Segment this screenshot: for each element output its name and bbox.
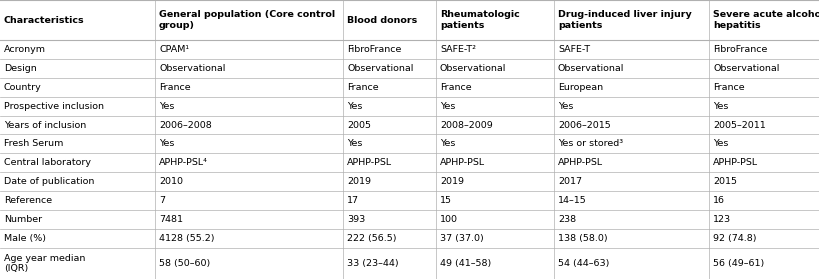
- Text: France: France: [159, 83, 191, 92]
- Text: SAFE-T²: SAFE-T²: [440, 45, 476, 54]
- Text: 7: 7: [159, 196, 165, 205]
- Text: 37 (37.0): 37 (37.0): [440, 234, 484, 243]
- Text: Yes: Yes: [347, 102, 362, 111]
- Text: Severe acute alcoholic
hepatitis: Severe acute alcoholic hepatitis: [713, 10, 819, 30]
- Text: Yes: Yes: [713, 102, 728, 111]
- Text: Rheumatologic
patients: Rheumatologic patients: [440, 10, 520, 30]
- Text: SAFE-T: SAFE-T: [558, 45, 590, 54]
- Text: Prospective inclusion: Prospective inclusion: [4, 102, 104, 111]
- Text: Yes: Yes: [159, 102, 174, 111]
- Text: Years of inclusion: Years of inclusion: [4, 121, 86, 129]
- Text: 2010: 2010: [159, 177, 183, 186]
- Text: Yes: Yes: [440, 102, 455, 111]
- Text: FibroFrance: FibroFrance: [713, 45, 767, 54]
- Text: Drug-induced liver injury
patients: Drug-induced liver injury patients: [558, 10, 692, 30]
- Text: Date of publication: Date of publication: [4, 177, 94, 186]
- Text: APHP-PSL: APHP-PSL: [713, 158, 758, 167]
- Text: 7481: 7481: [159, 215, 183, 224]
- Text: 2019: 2019: [347, 177, 371, 186]
- Text: Yes: Yes: [713, 140, 728, 148]
- Text: European: European: [558, 83, 603, 92]
- Text: 100: 100: [440, 215, 458, 224]
- Text: General population (Core control
group): General population (Core control group): [159, 10, 335, 30]
- Text: Observational: Observational: [440, 64, 506, 73]
- Text: APHP-PSL: APHP-PSL: [558, 158, 603, 167]
- Text: Male (%): Male (%): [4, 234, 46, 243]
- Text: 2015: 2015: [713, 177, 737, 186]
- Text: Country: Country: [4, 83, 42, 92]
- Text: 2006–2015: 2006–2015: [558, 121, 611, 129]
- Text: Yes: Yes: [558, 102, 573, 111]
- Text: 222 (56.5): 222 (56.5): [347, 234, 396, 243]
- Text: Yes: Yes: [347, 140, 362, 148]
- Text: FibroFrance: FibroFrance: [347, 45, 401, 54]
- Text: 238: 238: [558, 215, 576, 224]
- Text: Yes or stored³: Yes or stored³: [558, 140, 623, 148]
- Text: 17: 17: [347, 196, 359, 205]
- Text: 54 (44–63): 54 (44–63): [558, 259, 609, 268]
- Text: Observational: Observational: [347, 64, 414, 73]
- Text: France: France: [440, 83, 472, 92]
- Text: 2005: 2005: [347, 121, 371, 129]
- Text: APHP-PSL⁴: APHP-PSL⁴: [159, 158, 208, 167]
- Text: APHP-PSL: APHP-PSL: [440, 158, 485, 167]
- Text: 14–15: 14–15: [558, 196, 586, 205]
- Text: 16: 16: [713, 196, 725, 205]
- Text: 92 (74.8): 92 (74.8): [713, 234, 757, 243]
- Text: 15: 15: [440, 196, 452, 205]
- Text: 123: 123: [713, 215, 731, 224]
- Text: 58 (50–60): 58 (50–60): [159, 259, 210, 268]
- Text: Fresh Serum: Fresh Serum: [4, 140, 63, 148]
- Text: Blood donors: Blood donors: [347, 16, 417, 25]
- Text: 2008–2009: 2008–2009: [440, 121, 493, 129]
- Text: Design: Design: [4, 64, 37, 73]
- Text: 33 (23–44): 33 (23–44): [347, 259, 399, 268]
- Text: Number: Number: [4, 215, 42, 224]
- Text: France: France: [713, 83, 744, 92]
- Text: Reference: Reference: [4, 196, 52, 205]
- Text: Characteristics: Characteristics: [4, 16, 84, 25]
- Text: 4128 (55.2): 4128 (55.2): [159, 234, 215, 243]
- Text: Yes: Yes: [159, 140, 174, 148]
- Text: 2019: 2019: [440, 177, 464, 186]
- Text: 2017: 2017: [558, 177, 582, 186]
- Text: 393: 393: [347, 215, 365, 224]
- Text: 138 (58.0): 138 (58.0): [558, 234, 608, 243]
- Text: APHP-PSL: APHP-PSL: [347, 158, 392, 167]
- Text: Central laboratory: Central laboratory: [4, 158, 91, 167]
- Text: Observational: Observational: [159, 64, 225, 73]
- Text: Observational: Observational: [713, 64, 780, 73]
- Text: 49 (41–58): 49 (41–58): [440, 259, 491, 268]
- Text: 2005–2011: 2005–2011: [713, 121, 766, 129]
- Text: Age year median
(IQR): Age year median (IQR): [4, 254, 85, 273]
- Text: 2006–2008: 2006–2008: [159, 121, 212, 129]
- Text: 56 (49–61): 56 (49–61): [713, 259, 764, 268]
- Text: Acronym: Acronym: [4, 45, 46, 54]
- Text: Observational: Observational: [558, 64, 624, 73]
- Text: France: France: [347, 83, 378, 92]
- Text: Yes: Yes: [440, 140, 455, 148]
- Text: CPAM¹: CPAM¹: [159, 45, 189, 54]
